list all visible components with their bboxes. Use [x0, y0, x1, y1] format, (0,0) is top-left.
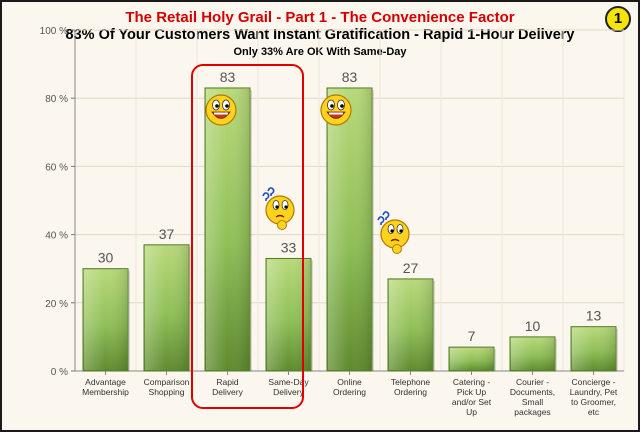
- category-label: Catering -: [453, 377, 490, 387]
- bar-shine: [450, 348, 493, 370]
- bar-shine: [84, 269, 127, 370]
- category-label: Advantage: [85, 377, 126, 387]
- category-label: Rapid: [216, 377, 238, 387]
- category-label: to Groomer,: [571, 397, 616, 407]
- bar-value-label: 30: [98, 250, 114, 266]
- bar-shine: [511, 337, 554, 370]
- bar-value-label: 33: [281, 239, 297, 255]
- category-label: Online: [337, 377, 362, 387]
- category-label: Documents,: [510, 387, 555, 397]
- category-label: etc: [588, 407, 600, 417]
- confused-smiley-icon: [377, 211, 410, 254]
- bar-value-label: 10: [525, 318, 541, 334]
- category-label: Membership: [82, 387, 129, 397]
- category-label: and/or Set: [452, 397, 492, 407]
- chart-title: The Retail Holy Grail - Part 1 - The Con…: [125, 9, 515, 26]
- y-tick-label: 100 %: [40, 26, 68, 37]
- bar-shine: [572, 327, 615, 370]
- category-label: Courier -: [516, 377, 549, 387]
- category-label: Delivery: [212, 387, 243, 397]
- category-label: Ordering: [333, 387, 366, 397]
- rapid-sameday-highlight-box: [191, 64, 304, 409]
- y-tick-label: 0 %: [51, 367, 68, 378]
- happy-smiley-icon: [205, 94, 237, 126]
- bar-value-label: 83: [342, 69, 358, 85]
- bar-value-label: 7: [468, 328, 476, 344]
- category-label: Ordering: [394, 387, 427, 397]
- y-tick-label: 20 %: [45, 299, 68, 310]
- confused-smiley-icon: [262, 187, 295, 230]
- category-label: Pick Up: [457, 387, 487, 397]
- chart-subtitle: 83% Of Your Customers Want Instant Grati…: [65, 27, 575, 43]
- bar-value-label: 27: [403, 260, 419, 276]
- y-tick-label: 40 %: [45, 231, 68, 242]
- bar-shine: [145, 245, 188, 370]
- bar-value-label: 83: [220, 69, 236, 85]
- category-label: Up: [466, 407, 477, 417]
- category-label: Shopping: [149, 387, 185, 397]
- category-label: Comparison: [144, 377, 190, 387]
- slide-number-badge: 1: [605, 6, 631, 32]
- category-label: Delivery: [273, 387, 304, 397]
- bar-value-label: 13: [586, 308, 602, 324]
- y-tick-label: 80 %: [45, 94, 68, 105]
- y-tick-label: 60 %: [45, 162, 68, 173]
- category-label: Same-Day: [268, 377, 309, 387]
- category-label: Concierge -: [572, 377, 616, 387]
- bar-shine: [389, 279, 432, 370]
- bar-value-label: 37: [159, 226, 175, 242]
- bar-shine: [206, 88, 249, 370]
- chart-note: Only 33% Are OK With Same-Day: [233, 46, 407, 58]
- category-label: Small: [522, 397, 543, 407]
- category-label: Telephone: [391, 377, 431, 387]
- category-label: packages: [514, 407, 550, 417]
- bar-shine: [328, 88, 371, 370]
- category-label: Laundry, Pet: [570, 387, 618, 397]
- happy-smiley-icon: [320, 94, 352, 126]
